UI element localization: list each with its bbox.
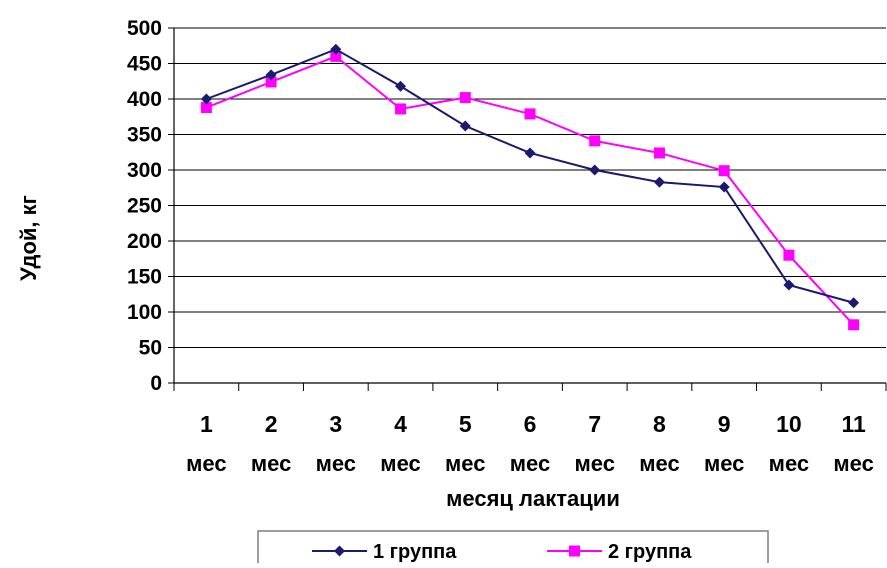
legend-label: 2 группа [608,541,692,563]
y-tick-label: 400 [127,88,162,111]
x-tick-label-number: 1 [200,411,213,437]
data-point-square [200,102,212,114]
data-point-diamond [653,176,665,188]
data-point-diamond [783,279,795,291]
x-tick-label-unit: мес [380,451,420,476]
x-tick-label-number: 4 [394,411,407,437]
x-axis-title: месяц лактации [446,486,620,511]
x-tick-label-number: 7 [588,411,601,437]
legend-label: 1 группа [373,541,457,563]
data-point-square [265,76,277,88]
y-tick-label: 50 [139,337,162,360]
x-tick-label-unit: мес [833,451,873,476]
data-point-square [459,92,471,104]
y-tick-label: 350 [127,124,162,147]
x-tick-label-number: 5 [459,411,472,437]
x-tick-label-unit: мес [704,451,744,476]
y-tick-label: 500 [127,17,162,40]
y-tick-label: 200 [127,230,162,253]
series-line [205,55,855,326]
series-1 [200,43,860,309]
x-tick-label-unit: мес [639,451,679,476]
data-point-square [330,50,342,62]
x-tick-label-number: 9 [718,411,731,437]
x-tick-label-unit: мес [445,451,485,476]
x-tick-label-number: 8 [653,411,666,437]
x-tick-label-number: 3 [329,411,342,437]
legend-item-2: 2 группа [547,541,692,563]
x-tick-label-unit: мес [316,451,356,476]
y-tick-label: 250 [127,195,162,218]
data-point-square [783,249,795,261]
x-tick-label-unit: мес [769,451,809,476]
x-tick-label-number: 2 [265,411,278,437]
x-tick-label-unit: мес [251,451,291,476]
x-tick-label-unit: мес [574,451,614,476]
series-line [206,48,854,304]
y-tick-label: 300 [127,159,162,182]
data-point-diamond [459,120,471,132]
x-tick-label-number: 10 [776,411,802,437]
x-tick-label-unit: мес [510,451,550,476]
series-2 [200,50,860,331]
data-point-square [653,147,665,159]
data-point-square [718,165,730,177]
data-point-square [589,135,601,147]
y-tick-label: 0 [150,372,162,395]
data-point-diamond [524,147,536,159]
data-point-square [395,103,407,115]
legend-item-1: 1 группа [312,541,457,563]
data-point-diamond [200,93,212,105]
data-point-diamond [395,80,407,92]
data-point-square [524,108,536,120]
y-tick-label: 150 [127,266,162,289]
legend-items: 1 группа 2 группа [312,541,692,563]
x-tick-label-unit: мес [186,451,226,476]
data-point-diamond [330,43,342,55]
data-point-diamond [265,69,277,81]
y-tick-label: 450 [127,53,162,76]
y-tick-label: 100 [127,301,162,324]
gridlines [174,27,886,348]
data-point-square [569,545,580,557]
data-point-diamond [589,164,601,176]
x-tick-labels: 1 мес 2 мес 3 мес 4 мес 5 мес 6 мес 7 мес 8 мес 9 мес 10 ме… [186,411,874,476]
data-point-square [848,319,860,331]
series-lines [200,43,860,331]
legend: 1 группа 2 группа [257,530,769,568]
y-tick-labels: 0 50 100 150 200 250 300 350 400 450 500 [127,17,162,395]
data-point-diamond [334,545,345,557]
axes [168,27,887,391]
y-axis-title: Удой, кг [16,195,41,281]
legend-box [257,530,769,568]
x-tick-label-number: 6 [524,411,537,437]
data-point-diamond [718,181,730,193]
data-point-diamond [848,297,860,309]
x-tick-label-number: 11 [841,411,866,437]
